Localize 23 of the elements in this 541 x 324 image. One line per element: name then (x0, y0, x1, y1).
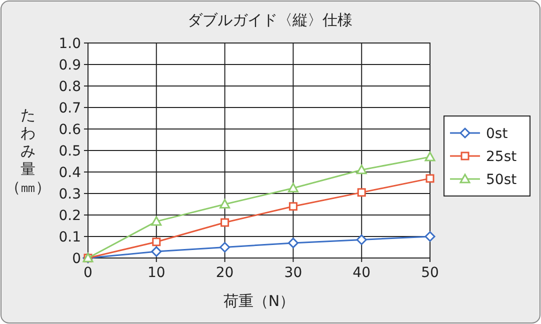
x-tick-label: 50 (421, 265, 439, 281)
legend-label: 50st (486, 172, 518, 188)
x-tick-label: 20 (216, 265, 234, 281)
x-tick-label: 0 (84, 265, 92, 281)
legend-label: 25st (486, 149, 518, 165)
y-tick-label: 0.4 (58, 165, 82, 181)
y-tick-label: 0.6 (58, 122, 82, 138)
x-axis-title: 荷重（N） (223, 292, 295, 310)
y-tick-label: 0.9 (58, 58, 81, 74)
legend-label: 0st (486, 126, 508, 142)
y-tick-label: 0.8 (58, 79, 81, 95)
x-tick-label: 40 (352, 265, 371, 281)
y-tick-label: 0.7 (58, 100, 81, 116)
y-axis-title: たわみ量（㎜） (6, 106, 50, 196)
y-tick-label: 1.0 (58, 36, 81, 52)
x-tick-label: 10 (147, 265, 166, 281)
chart-title: ダブルガイド〈縦〉仕様 (188, 11, 352, 29)
y-tick-label: 0.5 (58, 144, 81, 160)
y-tick-label: 0 (72, 251, 81, 267)
y-tick-label: 0.2 (58, 208, 81, 224)
y-tick-label: 0.3 (58, 186, 81, 202)
y-tick-label: 0.1 (58, 230, 81, 246)
x-tick-label: 30 (284, 265, 302, 281)
